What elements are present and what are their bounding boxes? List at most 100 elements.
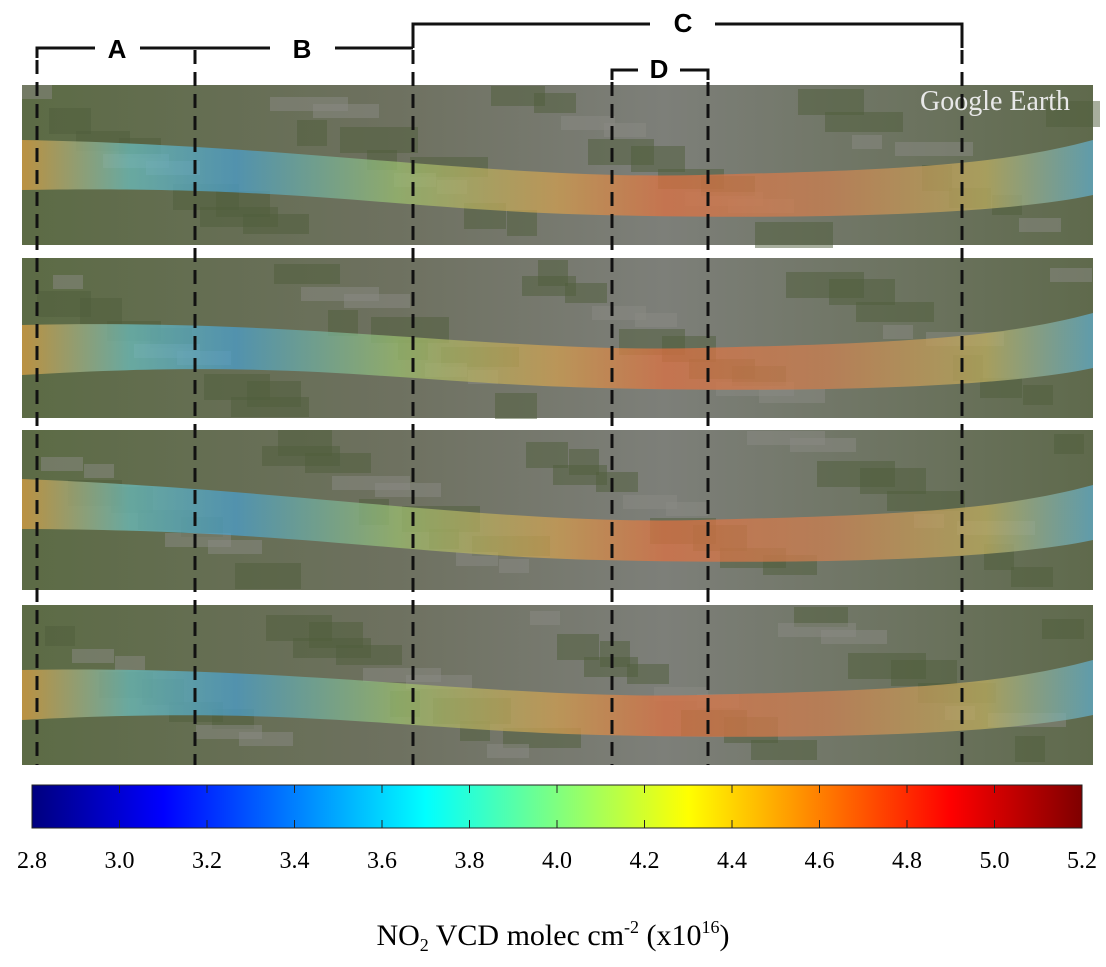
terrain-patch xyxy=(491,86,545,106)
tick-label: 4.2 xyxy=(630,848,660,874)
section-dividers xyxy=(35,50,964,765)
terrain-patch xyxy=(530,611,560,625)
tick-label: 3.2 xyxy=(192,848,222,874)
terrain-patch xyxy=(755,222,833,248)
terrain-patch xyxy=(49,108,91,134)
terrain-patch xyxy=(266,615,332,641)
tick-label: 5.0 xyxy=(980,848,1010,874)
terrain-patch xyxy=(1042,619,1084,639)
terrain-patch xyxy=(37,291,91,317)
terrain-patch xyxy=(231,397,309,417)
terrain-patch xyxy=(1054,434,1084,454)
terrain-patch xyxy=(340,127,418,153)
tick-label: 4.0 xyxy=(542,848,572,874)
terrain-patch xyxy=(84,464,114,478)
terrain-patch xyxy=(553,465,607,485)
terrain-patch xyxy=(270,97,348,111)
tick-label: 4.6 xyxy=(805,848,835,874)
tick-label: 2.8 xyxy=(17,848,47,874)
bracket-c xyxy=(411,22,964,48)
terrain-patch xyxy=(301,287,379,301)
tick-label: 5.2 xyxy=(1067,848,1097,874)
terrain-patch xyxy=(165,533,231,547)
terrain-patch xyxy=(53,275,83,289)
terrain-patch xyxy=(557,634,599,660)
terrain-patch xyxy=(45,626,75,646)
terrain-patch xyxy=(507,210,537,236)
bracket-a xyxy=(35,46,270,58)
terrain-patch xyxy=(72,649,114,663)
terrain-patch xyxy=(495,393,537,419)
colorbar-label: NO2 VCD molec cm-2 (x1016) xyxy=(376,917,729,955)
label-part: ) xyxy=(720,919,730,952)
section-label: A xyxy=(108,34,127,64)
terrain-patch xyxy=(1015,736,1045,762)
terrain-patch xyxy=(588,139,654,165)
terrain-patch xyxy=(487,744,529,758)
section-label: D xyxy=(650,54,669,84)
tick-label: 4.8 xyxy=(892,848,922,874)
label-part: -2 xyxy=(624,917,639,937)
terrain-patch xyxy=(848,653,926,679)
no2-plume xyxy=(22,313,1093,390)
tick-label: 3.8 xyxy=(455,848,485,874)
tick-label: 3.6 xyxy=(367,848,397,874)
terrain-patch xyxy=(41,457,83,471)
terrain-patch xyxy=(825,112,903,132)
terrain-patch xyxy=(293,638,371,658)
terrain-patch xyxy=(1046,101,1100,127)
terrain-patch xyxy=(1050,268,1092,282)
terrain-patch xyxy=(262,446,340,466)
terrain-patch xyxy=(794,607,848,627)
terrain-patch xyxy=(1011,567,1053,587)
terrain-patch xyxy=(196,725,262,739)
terrain-patch xyxy=(115,656,145,670)
tick-label: 3.0 xyxy=(105,848,135,874)
terrain-patch xyxy=(751,740,817,760)
map-strips xyxy=(22,85,1100,765)
label-part: 16 xyxy=(702,917,720,937)
terrain-patch xyxy=(1019,218,1061,232)
label-part: (x10 xyxy=(639,919,702,952)
label-part: 2 xyxy=(420,935,429,955)
terrain-patch xyxy=(235,563,301,589)
label-part: VCD molec cm xyxy=(429,919,624,952)
terrain-patch xyxy=(456,552,498,566)
no2-plume xyxy=(22,140,1093,217)
terrain-patch xyxy=(526,442,568,468)
terrain-patch xyxy=(499,559,529,573)
colorbar-ticks: 2.8 3.0 3.2 3.4 3.6 3.8 4.0 4.2 4.4 4.6 4.8 5.0 5.2 xyxy=(17,785,1097,874)
terrain-patch xyxy=(856,302,934,322)
tick-label: 4.4 xyxy=(717,848,747,874)
terrain-patch xyxy=(561,116,615,130)
terrain-patch xyxy=(328,310,358,336)
terrain-patch xyxy=(883,325,913,339)
terrain-patch xyxy=(274,264,340,284)
terrain-patch xyxy=(1023,385,1053,405)
bracket-d xyxy=(610,68,710,80)
terrain-patch xyxy=(200,207,278,227)
tick-label: 3.4 xyxy=(280,848,310,874)
watermark: Google Earth xyxy=(920,86,1070,117)
section-label: B xyxy=(293,34,312,64)
no2-plume xyxy=(22,479,1093,562)
terrain-patch xyxy=(817,461,895,487)
section-label: C xyxy=(674,8,693,38)
terrain-patch xyxy=(798,89,864,115)
terrain-patch xyxy=(204,374,270,400)
terrain-patch xyxy=(592,306,646,320)
brackets xyxy=(35,22,964,80)
terrain-patch xyxy=(363,668,441,682)
terrain-patch xyxy=(786,272,864,298)
terrain-patch xyxy=(297,120,327,146)
no2-plume xyxy=(22,660,1093,737)
terrain-patch xyxy=(623,495,677,509)
terrain-patch xyxy=(522,276,576,296)
terrain-patch xyxy=(332,476,410,490)
terrain-patch xyxy=(778,623,856,637)
terrain-patch xyxy=(980,378,1022,398)
terrain-patch xyxy=(747,431,825,445)
label-part: NO xyxy=(376,919,419,952)
terrain-patch xyxy=(887,491,965,511)
